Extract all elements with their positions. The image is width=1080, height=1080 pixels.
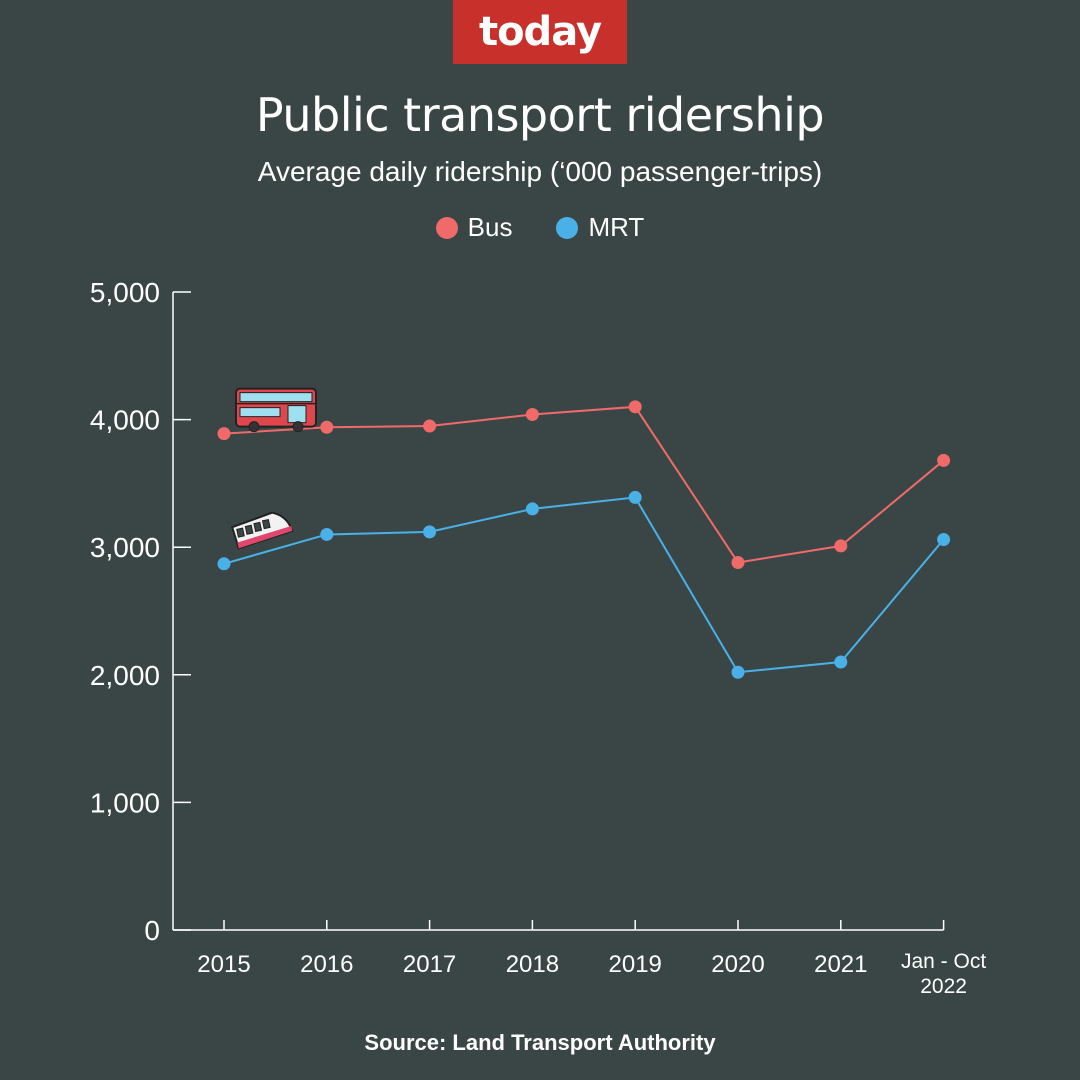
x-tick-label: 2018: [506, 951, 559, 978]
chart-legend: Bus MRT: [0, 212, 1080, 243]
x-tick-label: Jan - Oct 2022: [901, 950, 986, 998]
legend-bus-swatch: [435, 216, 458, 239]
brand-logo: today: [453, 0, 627, 64]
bus-data-point: [423, 419, 437, 433]
chart-subtitle: Average daily ridership (‘000 passenger-…: [257, 156, 823, 187]
legend-mrt-swatch: [556, 216, 579, 239]
bus-series-line: [223, 405, 945, 564]
mrt-series-line: [223, 496, 945, 674]
mrt-data-point: [731, 665, 745, 679]
mrt-data-point: [525, 502, 539, 516]
chart-title: Public transport ridership: [255, 88, 825, 142]
bus-data-point: [217, 427, 231, 441]
bus-data-point: [628, 400, 642, 414]
legend-item-mrt: MRT: [556, 212, 644, 243]
mrt-data-point: [423, 525, 437, 539]
y-tick-label: 4,000: [90, 405, 160, 436]
mrt-data-point: [937, 533, 951, 547]
legend-bus-label: Bus: [467, 212, 513, 242]
source-note: Source: Land Transport Authority: [364, 1030, 716, 1055]
y-tick-label: 5,000: [90, 277, 160, 308]
y-tick-label: 3,000: [90, 532, 160, 563]
train-icon: [230, 511, 294, 550]
mrt-data-point: [217, 557, 231, 571]
legend-item-bus: Bus: [435, 212, 513, 243]
x-tick-label: 2019: [609, 951, 662, 978]
y-tick-label: 0: [144, 915, 160, 946]
mrt-data-point: [320, 527, 334, 541]
y-tick-label: 1,000: [90, 787, 160, 818]
legend-mrt-label: MRT: [588, 212, 645, 242]
brand-logo-text: today: [478, 9, 602, 55]
bus-data-point: [731, 556, 745, 570]
x-tick-label: 2021: [814, 951, 867, 978]
bus-data-point: [525, 407, 539, 421]
double-decker-bus-icon: [235, 387, 317, 433]
bus-data-point: [834, 539, 848, 553]
bus-data-point: [320, 420, 334, 434]
x-tick-label: 2020: [711, 951, 764, 978]
mrt-data-point: [834, 655, 848, 669]
y-tick-label: 2,000: [90, 660, 160, 691]
x-tick-label: 2015: [197, 951, 250, 978]
x-tick-label: 2017: [403, 951, 456, 978]
mrt-data-point: [628, 490, 642, 504]
bus-data-point: [937, 453, 951, 467]
x-tick-label: 2016: [300, 951, 353, 978]
